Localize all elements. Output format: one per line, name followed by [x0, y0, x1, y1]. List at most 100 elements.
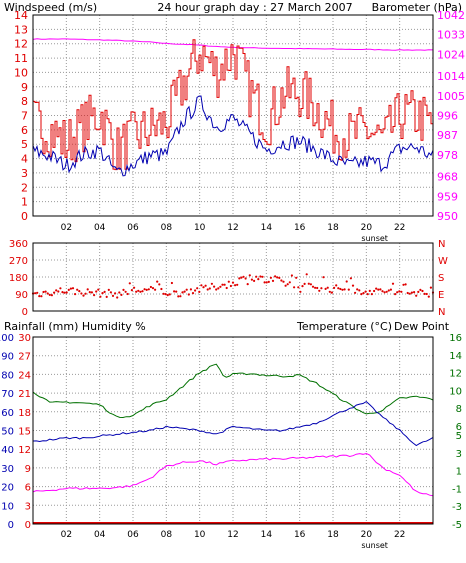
rain-tick-label: 24	[18, 370, 31, 381]
temperature-tick-label: -3	[452, 502, 462, 513]
temperature-axis-title: Temperature (°C)	[296, 320, 392, 333]
windspeed-tick-label: 5	[21, 138, 28, 151]
direction-point	[396, 291, 399, 294]
barometer-tick-label: 996	[437, 110, 458, 123]
direction-point	[196, 287, 199, 290]
x-tick-label: 06	[127, 223, 139, 233]
direction-point	[356, 288, 359, 291]
x-tick-label: 04	[94, 530, 106, 540]
barometer-tick-label: 1024	[437, 48, 465, 61]
humidity-tick-label: 40	[1, 445, 14, 456]
direction-point	[290, 274, 293, 277]
direction-point	[42, 290, 45, 294]
direction-point	[99, 295, 102, 298]
humidity-tick-label: 90	[1, 352, 14, 363]
direction-point	[293, 286, 296, 289]
direction-point	[198, 290, 201, 293]
rain-tick-label: 12	[18, 445, 31, 456]
direction-point	[377, 288, 380, 291]
direction-point	[206, 288, 209, 291]
direction-degree-label: 270	[9, 256, 28, 267]
temperature-humidity-panel: 0102030405060708090100036912151821242730…	[0, 333, 462, 550]
direction-point	[284, 284, 287, 287]
direction-point	[105, 295, 108, 298]
direction-point	[330, 291, 333, 294]
rain-tick-label: 0	[25, 520, 31, 531]
direction-degree-label: 360	[9, 239, 28, 250]
direction-point	[126, 292, 129, 296]
x-tick-label: 12	[227, 223, 238, 233]
direction-point	[269, 276, 272, 279]
rain-tick-label: 3	[25, 501, 31, 512]
direction-point	[347, 288, 350, 291]
direction-point	[213, 285, 216, 288]
direction-point	[166, 294, 169, 297]
direction-point	[183, 290, 186, 293]
barometer-axis-title: Barometer (hPa)	[372, 1, 462, 14]
direction-point	[67, 288, 70, 291]
direction-point	[286, 283, 289, 286]
direction-point	[128, 282, 131, 285]
direction-point	[255, 275, 258, 278]
direction-point	[149, 285, 152, 289]
direction-point	[82, 294, 85, 297]
temperature-tick-label: 1	[456, 467, 462, 478]
direction-point	[219, 285, 222, 288]
direction-point	[305, 273, 308, 276]
direction-point	[107, 288, 110, 291]
direction-point	[118, 291, 121, 294]
temperature-tick-label: 3	[456, 449, 462, 460]
direction-point	[156, 280, 159, 283]
barometer-tick-label: 1005	[437, 90, 465, 103]
rain-tick-label: 9	[25, 464, 31, 475]
windspeed-tick-label: 2	[21, 181, 28, 194]
x-tick-label: 10	[194, 223, 206, 233]
direction-point	[217, 287, 220, 290]
x-tick-label: 08	[161, 530, 173, 540]
direction-point	[84, 292, 87, 295]
x-tick-label: 16	[294, 223, 306, 233]
direction-degree-label: 90	[15, 290, 28, 301]
direction-point	[200, 284, 203, 287]
direction-point	[93, 294, 96, 297]
direction-point	[34, 292, 37, 295]
direction-point	[61, 291, 64, 294]
windspeed-tick-label: 3	[21, 167, 28, 180]
direction-point	[158, 283, 161, 286]
direction-point	[276, 276, 279, 279]
temperature-tick-label: 10	[449, 386, 462, 397]
direction-point	[343, 288, 346, 291]
direction-point	[404, 283, 407, 286]
direction-point	[419, 288, 422, 291]
direction-point	[297, 286, 300, 289]
windspeed-tick-label: 14	[14, 9, 28, 22]
direction-point	[322, 276, 325, 279]
direction-point	[44, 290, 47, 293]
direction-point	[38, 295, 41, 298]
direction-point	[50, 294, 54, 297]
direction-point	[48, 293, 51, 296]
direction-point	[415, 294, 418, 297]
direction-point	[147, 288, 150, 291]
temperature-plot-frame	[32, 336, 434, 525]
direction-point	[370, 293, 373, 296]
direction-point	[69, 287, 72, 290]
direction-point	[257, 278, 260, 281]
direction-point	[261, 275, 264, 278]
barometer-tick-label: 978	[437, 149, 458, 162]
direction-point	[328, 290, 331, 293]
direction-point	[151, 287, 155, 290]
direction-point	[398, 290, 401, 293]
direction-point	[71, 287, 75, 290]
direction-compass-label: E	[438, 290, 444, 301]
direction-compass-label: S	[438, 273, 444, 284]
x-tick-label: 18	[327, 223, 339, 233]
rain-tick-label: 6	[25, 483, 31, 494]
barometer-tick-label: 968	[437, 171, 458, 184]
direction-point	[202, 286, 205, 289]
direction-point	[53, 291, 56, 294]
windspeed-tick-label: 0	[21, 210, 28, 223]
barometer-tick-label: 1014	[437, 70, 465, 83]
windspeed-tick-label: 13	[14, 23, 28, 36]
direction-point	[88, 291, 91, 294]
